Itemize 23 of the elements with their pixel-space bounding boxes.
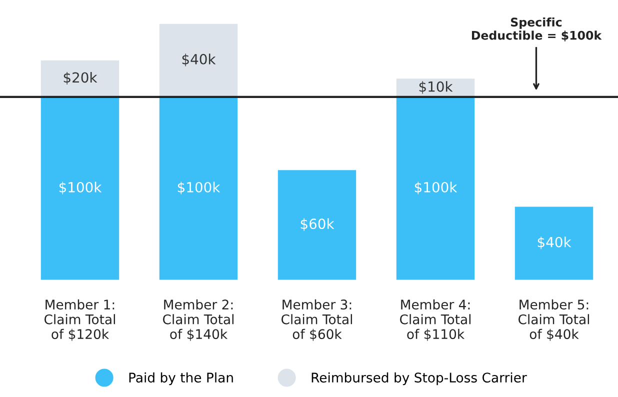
data-label: $40k [182, 54, 216, 66]
bar [396, 96, 475, 280]
data-label: $100k [59, 182, 102, 194]
bar [278, 170, 356, 280]
data-label: $100k [414, 182, 458, 194]
data-label: $60k [300, 218, 334, 231]
legend-label: Reimbursed by Stop-Loss Carrier [312, 372, 527, 386]
x-tick-label: Member 1: Claim Total of $120k [44, 299, 115, 341]
data-label: $100k [178, 182, 220, 194]
x-tick-label: Member 4: Claim Total of $110k [400, 299, 471, 341]
x-tick-label: Member 5: Claim Total of $40k [518, 299, 590, 341]
ref-line-label: Specific Deductible = $100k [472, 17, 602, 42]
data-label: $10k [419, 81, 453, 94]
bar [514, 206, 594, 280]
x-tick-label: Member 3: Claim Total of $60k [281, 299, 352, 341]
bar [40, 60, 120, 97]
data-label: $20k [64, 72, 98, 85]
x-tick-label: Member 2: Claim Total of $140k [162, 299, 234, 341]
bar [40, 96, 120, 280]
legend-label: Paid by the Plan [129, 372, 233, 386]
bar [159, 24, 238, 97]
data-label: $40k [538, 236, 572, 250]
bar [159, 96, 238, 280]
